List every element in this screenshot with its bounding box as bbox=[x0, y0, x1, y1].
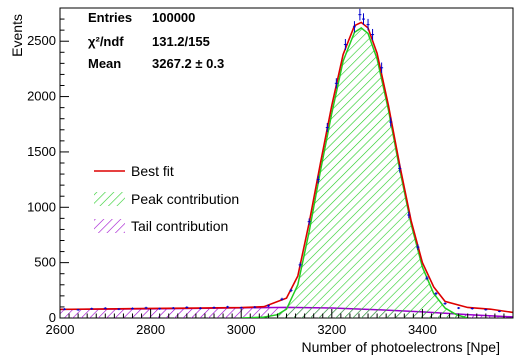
x-tick-label: 3200 bbox=[317, 322, 346, 337]
stats-entries-value: 100000 bbox=[152, 10, 195, 25]
y-tick-label: 1500 bbox=[27, 144, 56, 159]
y-axis: 0 500 1000 1500 2000 2500 bbox=[27, 7, 69, 325]
y-axis-title: Events bbox=[9, 14, 25, 57]
plot-frame bbox=[59, 7, 514, 319]
legend-peak-swatch bbox=[94, 192, 125, 206]
y-tick-label: 2000 bbox=[27, 89, 56, 104]
best-fit-line bbox=[60, 21, 513, 314]
stats-box: Entries 100000 χ²/ndf 131.2/155 Mean 326… bbox=[88, 10, 224, 71]
y-tick-label: 500 bbox=[34, 255, 56, 270]
x-tick-label: 3400 bbox=[408, 322, 437, 337]
stats-mean-label: Mean bbox=[88, 56, 121, 71]
peak-contribution-outline bbox=[241, 27, 468, 318]
legend-peak-label: Peak contribution bbox=[131, 191, 239, 207]
peak-contribution-area bbox=[241, 27, 468, 318]
x-tick-label: 3000 bbox=[227, 322, 256, 337]
legend-best-fit-label: Best fit bbox=[131, 163, 174, 179]
y-tick-label: 2500 bbox=[27, 33, 56, 48]
stats-chi2-value: 131.2/155 bbox=[152, 34, 210, 49]
legend-tail-swatch bbox=[94, 219, 125, 233]
legend-tail-label: Tail contribution bbox=[131, 218, 228, 234]
x-tick-label: 2600 bbox=[46, 322, 75, 337]
y-tick-label: 0 bbox=[49, 310, 56, 325]
stats-entries-label: Entries bbox=[88, 10, 132, 25]
legend: Best fit Peak contribution Tail contribu… bbox=[94, 163, 239, 234]
data-points-layer bbox=[63, 8, 501, 313]
plot-area bbox=[59, 7, 514, 319]
x-tick-label: 2800 bbox=[136, 322, 165, 337]
stats-chi2-label: χ²/ndf bbox=[88, 34, 124, 49]
series-layer bbox=[60, 21, 513, 318]
stats-mean-value: 3267.2 ± 0.3 bbox=[152, 56, 224, 71]
y-tick-label: 1000 bbox=[27, 199, 56, 214]
x-axis: 2600 2800 3000 3200 3400 bbox=[46, 309, 514, 337]
x-axis-title: Number of photoelectrons [Npe] bbox=[302, 339, 500, 355]
